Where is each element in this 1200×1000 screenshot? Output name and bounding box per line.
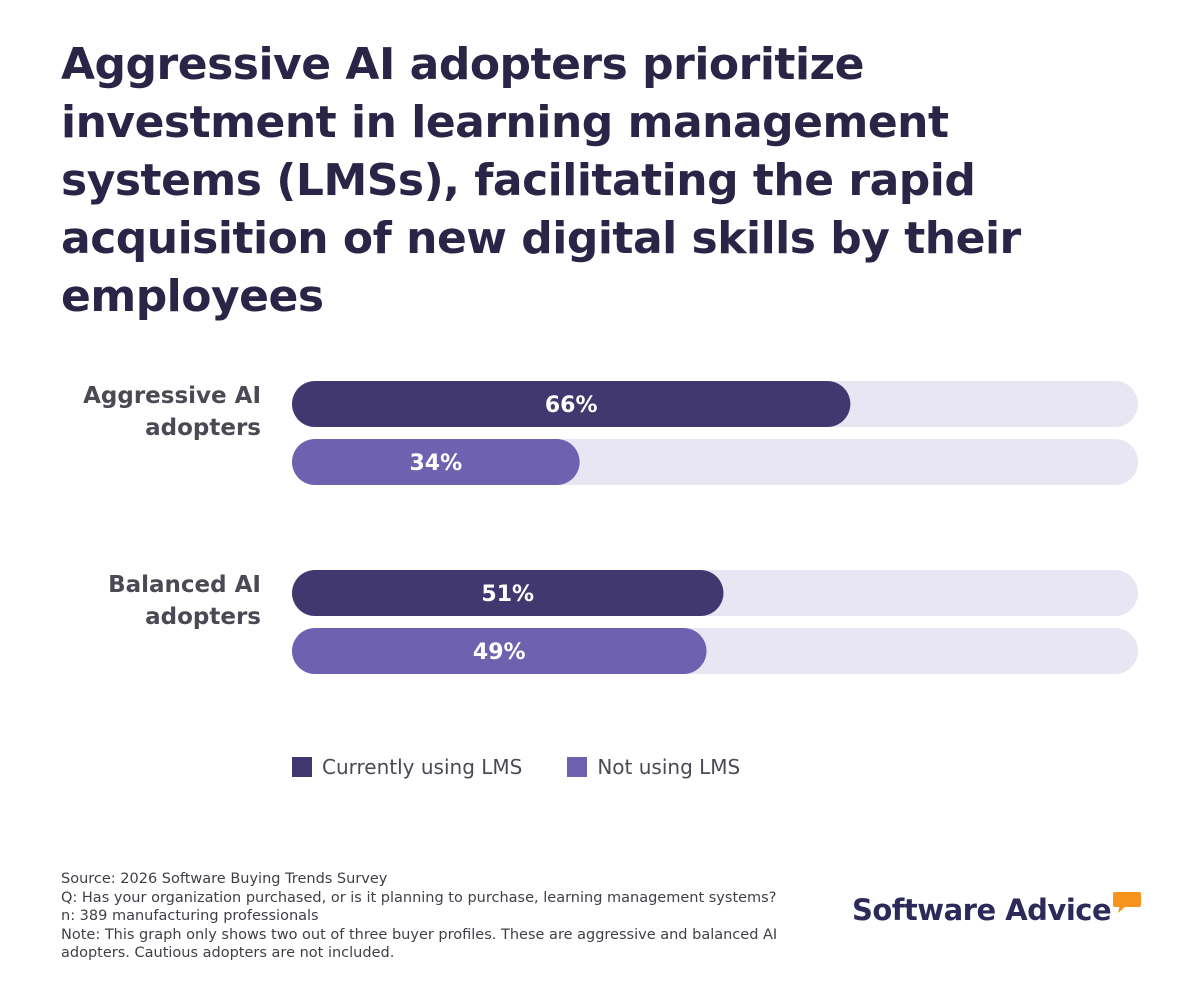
legend-swatch-currently-using [292, 757, 312, 777]
sample-text: n: 389 manufacturing professionals [61, 908, 319, 924]
note-text: Note: This graph only shows two out of t… [61, 926, 778, 962]
legend-item-currently-using: Currently using LMS [292, 755, 522, 779]
legend-swatch-not-using [567, 757, 588, 777]
source-text: Source: 2026 Software Buying Trends Surv… [61, 871, 388, 887]
bar-aggressive-ai-adopters-not-using-lms [292, 439, 580, 485]
question-text: Q: Has your organization purchased, or i… [61, 889, 777, 906]
data-label-balanced-ai-adopters-not-using-lms: 49% [473, 640, 526, 665]
data-label-aggressive-ai-adopters-not-using-lms: 34% [409, 451, 462, 476]
bar-balanced-ai-adopters-not-using-lms [292, 628, 707, 674]
footer-notes: Source: 2026 Software Buying Trends Surv… [61, 870, 781, 963]
category-label-aggressive-ai-adopters: Aggressive AI adopters [83, 383, 261, 441]
legend-label-not-using: Not using LMS [597, 755, 741, 779]
bar-aggressive-ai-adopters-currently-using-lms [292, 381, 851, 427]
legend: Currently using LMS Not using LMS [292, 755, 785, 779]
bar-balanced-ai-adopters-currently-using-lms [292, 570, 724, 616]
legend-item-not-using: Not using LMS [567, 755, 740, 779]
data-label-aggressive-ai-adopters-currently-using-lms: 66% [545, 393, 598, 418]
data-label-balanced-ai-adopters-currently-using-lms: 51% [481, 582, 534, 607]
category-label-balanced-ai-adopters: Balanced AI adopters [108, 572, 261, 630]
chart-title: Aggressive AI adopters prioritize invest… [61, 39, 1021, 322]
speech-bubble-icon [1113, 892, 1142, 913]
legend-label-currently-using: Currently using LMS [322, 755, 523, 779]
brand-name: Software Advice [852, 893, 1112, 927]
brand-logo: Software Advice [852, 890, 1142, 930]
